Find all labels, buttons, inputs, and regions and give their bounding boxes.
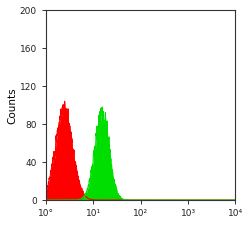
Y-axis label: Counts: Counts — [7, 87, 17, 124]
